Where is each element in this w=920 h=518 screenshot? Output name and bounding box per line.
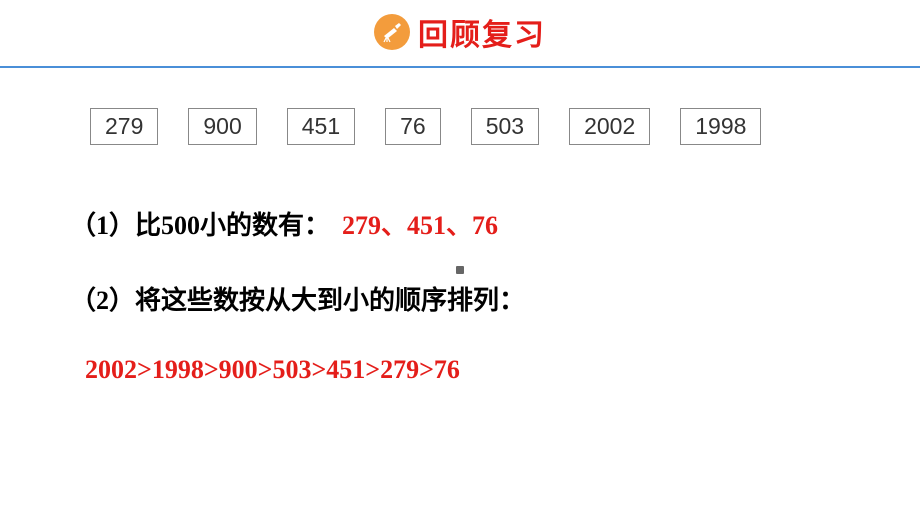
number-box: 76 [385, 108, 441, 145]
question-2: （2）将这些数按从大到小的顺序排列： [70, 280, 850, 317]
header-content: 回顾复习 [374, 10, 546, 54]
header-title: 回顾复习 [418, 10, 546, 54]
header: 回顾复习 [0, 0, 920, 66]
question-1-answer: 279、451、76 [342, 205, 498, 242]
page-indicator-dot [456, 266, 464, 274]
telescope-svg [380, 20, 404, 44]
question-1: （1）比500小的数有： 279、451、76 [70, 205, 850, 242]
number-box: 1998 [680, 108, 761, 145]
number-box: 279 [90, 108, 158, 145]
number-box: 2002 [569, 108, 650, 145]
question-2-label: （2）将这些数按从大到小的顺序排列： [70, 280, 525, 317]
question-1-label: （1）比500小的数有： [70, 205, 330, 242]
telescope-icon [374, 14, 410, 50]
number-boxes-row: 279 900 451 76 503 2002 1998 [70, 108, 850, 145]
question-2-answer: 2002>1998>900>503>451>279>76 [70, 355, 850, 385]
main-content: 279 900 451 76 503 2002 1998 （1）比500小的数有… [0, 68, 920, 385]
number-box: 503 [471, 108, 539, 145]
number-box: 900 [188, 108, 256, 145]
number-box: 451 [287, 108, 355, 145]
